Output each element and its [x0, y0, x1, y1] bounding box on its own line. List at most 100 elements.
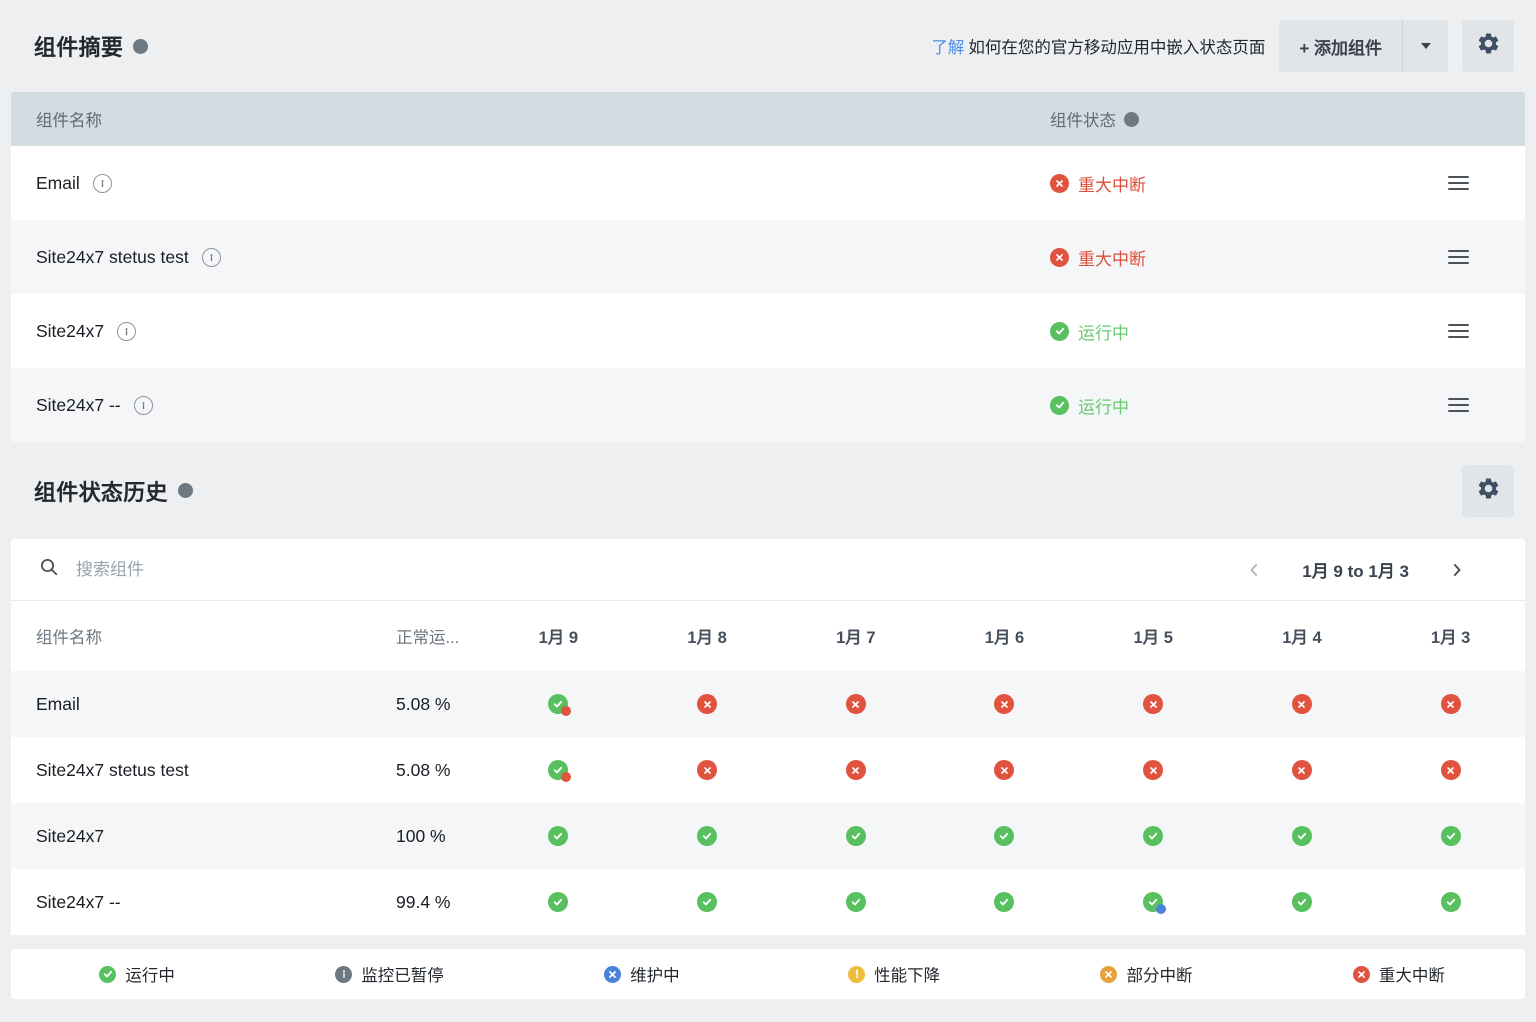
- pager-range-label: 1月 9 to 1月 3: [1302, 562, 1409, 581]
- legend-item: 性能下降: [768, 962, 1020, 986]
- status-history-cell[interactable]: [1376, 694, 1525, 714]
- history-col-name: 组件名称: [36, 629, 102, 647]
- status-history-cell[interactable]: [1228, 892, 1377, 912]
- operational-icon: [697, 892, 718, 912]
- status-history-cell[interactable]: [633, 826, 782, 846]
- info-icon[interactable]: [201, 247, 221, 267]
- component-name: Site24x7: [36, 825, 105, 846]
- chevron-left-icon[interactable]: [1244, 560, 1264, 580]
- operational-icon: [994, 892, 1015, 912]
- status-history-cell[interactable]: [1228, 826, 1377, 846]
- component-name: Email: [36, 693, 80, 714]
- table-row: Site24x7 运行中: [11, 294, 1525, 368]
- chevron-right-icon[interactable]: [1447, 560, 1467, 580]
- legend-item: 重大中断: [1273, 962, 1525, 986]
- status-history-cell[interactable]: [633, 760, 782, 780]
- status-history-cell[interactable]: [781, 694, 930, 714]
- operational-icon: [845, 826, 866, 846]
- status-label: 重大中断: [1078, 249, 1146, 269]
- legend-label: 部分中断: [1126, 967, 1193, 985]
- info-icon[interactable]: [1124, 111, 1139, 127]
- status-history-cell[interactable]: [930, 694, 1079, 714]
- history-search-row: 1月 9 to 1月 3: [11, 539, 1525, 601]
- incident-dot: [561, 706, 572, 716]
- date-column-header: 1月 4: [1282, 629, 1322, 647]
- date-column-header: 1月 7: [836, 629, 876, 647]
- status-history-cell[interactable]: [1228, 694, 1377, 714]
- history-settings-button[interactable]: [1462, 464, 1514, 517]
- status-history-cell[interactable]: [1079, 826, 1228, 846]
- paused-icon: [335, 965, 353, 983]
- operational-icon: [1143, 826, 1164, 846]
- summary-table-header: 组件名称 组件状态: [11, 92, 1525, 146]
- status-history-cell[interactable]: [484, 694, 633, 716]
- status-history-cell[interactable]: [1376, 892, 1525, 912]
- status-history-cell[interactable]: [930, 892, 1079, 912]
- embed-help-text: 了解 如何在您的官方移动应用中嵌入状态页面: [931, 34, 1265, 58]
- status-history-cell[interactable]: [484, 892, 633, 912]
- status-history-cell[interactable]: [930, 760, 1079, 780]
- outage-icon: [1143, 694, 1164, 714]
- table-row: Site24x7 stetus test 重大中断: [11, 220, 1525, 294]
- status-history-cell[interactable]: [1079, 694, 1228, 714]
- status-history-cell[interactable]: [484, 826, 633, 846]
- row-menu-icon[interactable]: [1448, 175, 1469, 191]
- outage-icon: [1143, 760, 1164, 780]
- learn-link[interactable]: 了解: [931, 39, 965, 57]
- status-history-cell[interactable]: [633, 892, 782, 912]
- uptime-value: 5.08 %: [396, 693, 451, 714]
- row-menu-icon[interactable]: [1448, 249, 1469, 265]
- summary-title: 组件摘要: [34, 35, 124, 60]
- status-history-cell[interactable]: [633, 694, 782, 714]
- info-icon[interactable]: [117, 321, 137, 341]
- major-outage-icon: [1050, 247, 1069, 267]
- status-history-cell[interactable]: [781, 760, 930, 780]
- operational-icon: [1291, 892, 1312, 912]
- legend-label: 监控已暂停: [361, 967, 444, 985]
- operational-icon: [1050, 321, 1069, 341]
- legend-item: 运行中: [11, 962, 263, 986]
- info-icon[interactable]: [133, 395, 153, 415]
- status-history-cell[interactable]: [1376, 826, 1525, 846]
- add-component-button[interactable]: + 添加组件: [1279, 20, 1402, 72]
- history-table-header: 组件名称 正常运... 1月 9 1月 8 1月 7 1月 6 1月 5 1月 4 1月 3: [11, 601, 1525, 671]
- major-outage-icon: [1352, 965, 1370, 983]
- operational-icon: [1050, 395, 1069, 415]
- summary-settings-button[interactable]: [1462, 20, 1514, 72]
- outage-icon: [1440, 760, 1461, 780]
- outage-icon: [1291, 694, 1312, 714]
- status-history-cell[interactable]: [1376, 760, 1525, 780]
- summary-col-status: 组件状态: [1050, 112, 1116, 130]
- status-history-cell[interactable]: [484, 760, 633, 782]
- status-label: 运行中: [1078, 397, 1129, 417]
- status-history-cell[interactable]: [930, 826, 1079, 846]
- add-component-dropdown-button[interactable]: [1402, 20, 1448, 72]
- partial-outage-icon: [1100, 965, 1118, 983]
- status-history-cell[interactable]: [1079, 760, 1228, 780]
- date-column-header: 1月 6: [984, 629, 1025, 647]
- status-history-cell[interactable]: [1228, 760, 1377, 780]
- operational-icon: [548, 892, 569, 912]
- legend-label: 维护中: [630, 967, 680, 985]
- status-history-cell[interactable]: [781, 892, 930, 912]
- history-header: 组件状态历史: [0, 442, 1536, 539]
- info-icon[interactable]: [92, 173, 112, 193]
- info-icon[interactable]: [133, 38, 149, 54]
- status-history-cell[interactable]: [1079, 892, 1228, 914]
- search-input[interactable]: [76, 559, 1245, 580]
- outage-icon: [845, 760, 866, 780]
- summary-table: 组件名称 组件状态 Email 重大中断 Site24x7 stetus test 重…: [11, 92, 1525, 442]
- legend-label: 性能下降: [874, 967, 941, 985]
- maintenance-icon: [604, 965, 622, 983]
- summary-table-body: Email 重大中断 Site24x7 stetus test 重大中断 Site24x…: [11, 146, 1525, 442]
- info-icon[interactable]: [177, 483, 193, 498]
- row-menu-icon[interactable]: [1448, 323, 1469, 339]
- history-title: 组件状态历史: [34, 479, 168, 505]
- operational-icon: [548, 826, 569, 846]
- history-table: 1月 9 to 1月 3 组件名称 正常运... 1月 9 1月 8 1月 7 1月 …: [11, 539, 1525, 935]
- status-label: 重大中断: [1078, 175, 1146, 195]
- operational-icon: [99, 965, 117, 983]
- status-history-cell[interactable]: [781, 826, 930, 846]
- outage-icon: [994, 760, 1015, 780]
- row-menu-icon[interactable]: [1448, 397, 1469, 413]
